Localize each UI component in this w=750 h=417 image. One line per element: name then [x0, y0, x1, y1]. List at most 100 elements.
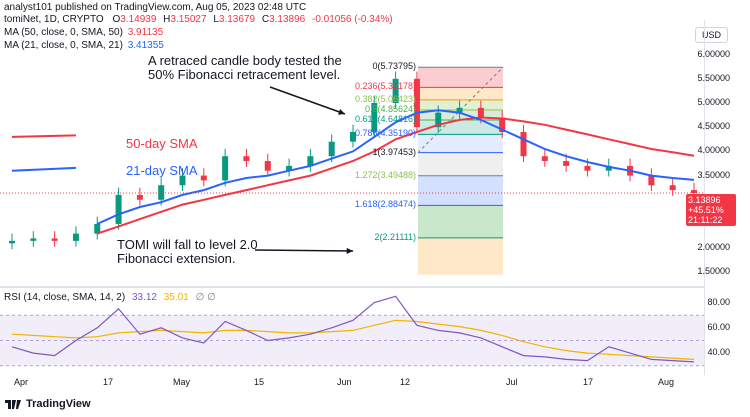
- low-value: 3.13679: [218, 14, 256, 25]
- fib-level-label: 1.272(3.49488): [354, 169, 416, 180]
- rsi-value: 33.12: [131, 292, 157, 303]
- candles: [9, 71, 697, 250]
- candle-body: [328, 141, 335, 157]
- fib-zone: [418, 99, 503, 110]
- price-tick-label: 5.50000: [697, 72, 730, 83]
- price-tick-label: 2.00000: [697, 242, 730, 253]
- ma50-label: MA (50, close, 0, SMA, 50): [4, 27, 123, 38]
- ohlc-legend: tomiNet, 1D, CRYPTO O3.14939 H3.15027 L3…: [4, 14, 393, 25]
- candle-body: [456, 107, 463, 113]
- rsi-legend[interactable]: RSI (14, close, SMA, 14, 2) 33.12 35.01 …: [4, 292, 216, 303]
- ma50-line: [96, 116, 695, 235]
- time-tick-label: Apr: [14, 377, 29, 387]
- candle-body: [435, 112, 442, 128]
- candle-body: [72, 233, 79, 241]
- brand-label: TradingView: [26, 398, 91, 410]
- rsi-tick-label: 80.00: [707, 296, 730, 307]
- rsi-icons: ∅ ∅: [195, 292, 216, 303]
- rsi-panel: [0, 295, 704, 367]
- rsi-label: RSI (14, close, SMA, 14, 2): [4, 292, 126, 303]
- tradingview-logo[interactable]: TradingView: [4, 398, 91, 410]
- sma21-label: 21-day SMA: [126, 163, 198, 178]
- symbol-label[interactable]: tomiNet, 1D, CRYPTO: [4, 14, 104, 25]
- candle-body: [520, 132, 527, 157]
- last-price: 3.13896: [688, 195, 721, 205]
- arrow-top-head: [338, 109, 345, 115]
- price-tick-label: 5.00000: [697, 96, 730, 107]
- candle-body: [499, 117, 506, 133]
- ma21-legend[interactable]: MA (21, close, 0, SMA, 21) 3.41355: [4, 40, 164, 51]
- arrow-bottom: [254, 249, 354, 252]
- rsi-tick-label: 60.00: [707, 321, 730, 332]
- tradingview-icon: [5, 400, 21, 409]
- candle-body: [264, 161, 271, 171]
- fib-zone: [418, 109, 503, 121]
- high-value: 3.15027: [170, 14, 207, 25]
- candle-body: [541, 156, 548, 162]
- fib-level-label: 1.618(2.88474): [354, 199, 416, 210]
- time-tick-label: Aug: [658, 377, 675, 387]
- ma21-label: MA (21, close, 0, SMA, 21): [4, 40, 123, 51]
- price-tick-label: 3.50000: [697, 169, 730, 180]
- candle-body: [115, 194, 122, 224]
- fib-level-label: 0.786(4.35190): [354, 128, 416, 139]
- close-value: 3.13896: [269, 14, 306, 25]
- ma50-value: 3.91135: [127, 27, 164, 38]
- time-tick-label: 17: [583, 377, 594, 387]
- arrow-top: [269, 86, 346, 115]
- annotation-top: A retraced candle body tested the 50% Fi…: [148, 53, 342, 82]
- time-tick-label: Jul: [506, 377, 518, 387]
- price-tick-label: 1.50000: [697, 266, 730, 277]
- rsi-sma-line: [11, 319, 695, 360]
- rsi-tick-label: 40.00: [707, 347, 730, 358]
- price-tick-label: 6.00000: [697, 48, 730, 59]
- candle-body: [669, 185, 676, 191]
- time-tick-label: Jun: [337, 377, 352, 387]
- candle-body: [200, 175, 207, 181]
- open-value: 3.14939: [120, 14, 157, 25]
- time-tick-label: 17: [103, 377, 114, 387]
- currency-button[interactable]: USD: [694, 27, 728, 43]
- arrow-bottom-head: [346, 247, 353, 254]
- ma21-value: 3.41355: [127, 40, 164, 51]
- time-tick-label: 12: [400, 377, 411, 387]
- fib-zone: [418, 87, 503, 100]
- fib-level-label: 2(2.21111): [374, 231, 416, 242]
- candle-body: [9, 240, 15, 244]
- fib-zone: [418, 175, 503, 206]
- last-price-badge: 3.13896 +45.51% 21:11:22: [686, 194, 736, 226]
- fib-retracement: [417, 66, 504, 275]
- candle-body: [350, 132, 356, 142]
- fib-zone: [418, 205, 503, 238]
- candle-body: [222, 156, 229, 181]
- moving-averages: [0, 109, 704, 235]
- annotation-arrows: [254, 86, 354, 254]
- open-label: O: [112, 14, 121, 25]
- candle-body: [30, 238, 37, 241]
- fib-level-label: 0.5(4.85624): [364, 103, 416, 114]
- candle-body: [136, 194, 143, 200]
- candle-body: [392, 78, 399, 103]
- fib-level-label: 0.618(4.64816): [354, 114, 416, 124]
- rsi-sma-value: 35.01: [163, 292, 189, 303]
- price-tick-label: 4.50000: [697, 121, 730, 132]
- time-tick-label: May: [173, 377, 191, 387]
- fib-level-label: 0.236(5.32178): [354, 81, 416, 92]
- fib-zone: [418, 152, 503, 176]
- price-tick-label: 4.00000: [697, 145, 730, 156]
- fib-level-label: 0.382(5.06423): [354, 93, 416, 104]
- fib-zone: [418, 67, 503, 88]
- sma50-label: 50-day SMA: [126, 136, 198, 151]
- ma50-legend[interactable]: MA (50, close, 0, SMA, 50) 3.91135: [4, 27, 163, 38]
- candle-body: [94, 223, 101, 234]
- candle-body: [307, 156, 314, 166]
- change-value: -0.01056 (-0.34%): [312, 14, 393, 25]
- fib-zone: [418, 134, 503, 153]
- candle-body: [286, 165, 293, 171]
- candle-body: [605, 165, 612, 171]
- candle-body: [179, 175, 186, 186]
- countdown-time: 21:11:22: [688, 215, 723, 225]
- candle-body: [371, 102, 378, 133]
- ma21-seg-left: [11, 166, 76, 172]
